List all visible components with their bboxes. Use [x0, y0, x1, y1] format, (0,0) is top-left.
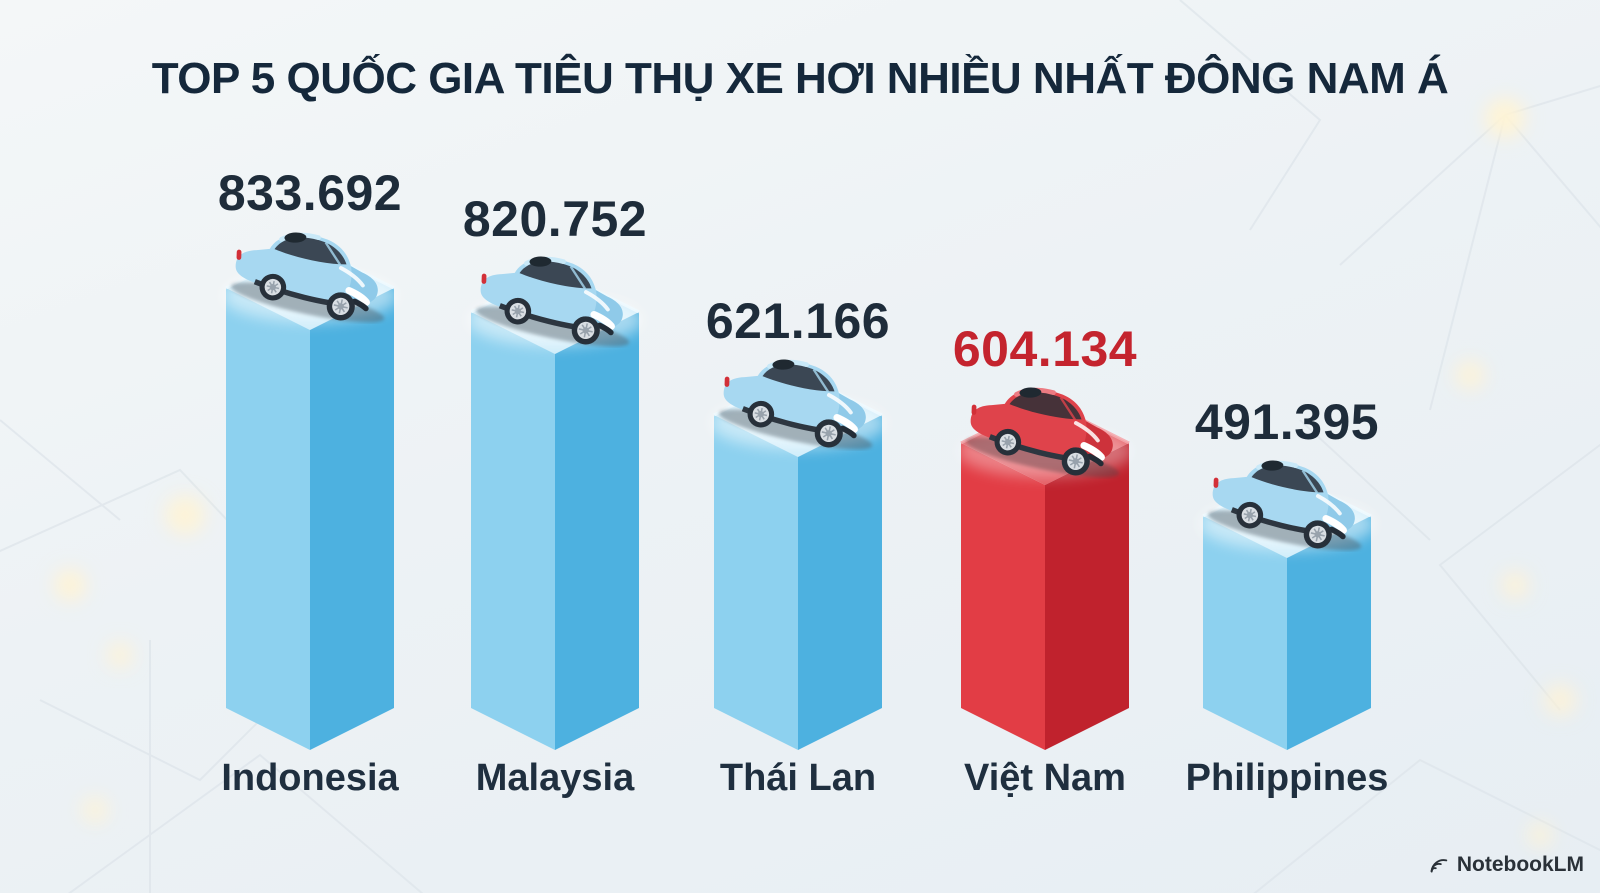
bar-group-indonesia: 833.692 Indonesia: [150, 0, 470, 893]
car-icon: [955, 367, 1135, 479]
bar-group-malaysia: 820.752 Malaysia: [395, 0, 715, 893]
bar-value: 621.166: [705, 293, 891, 349]
bar-group-philippines: 491.395 Philippines: [1127, 0, 1447, 893]
bar-value: 820.752: [462, 191, 648, 247]
car-icon: [1197, 440, 1377, 552]
bar-value: 491.395: [1194, 394, 1380, 450]
notebooklm-logo-icon: [1430, 859, 1448, 873]
bar-group-thailand: 621.166 Thái Lan: [638, 0, 958, 893]
bar-label: Philippines: [1185, 757, 1389, 799]
car-icon: [708, 339, 888, 451]
car-icon: [465, 236, 645, 348]
bar-label: Indonesia: [221, 757, 399, 799]
bar-label: Malaysia: [475, 757, 635, 799]
chart-title: TOP 5 QUỐC GIA TIÊU THỤ XE HƠI NHIỀU NHẤ…: [151, 54, 1449, 103]
bar-label: Việt Nam: [964, 757, 1126, 799]
bar-indonesia: [222, 244, 398, 750]
watermark: NotebookLM: [1428, 853, 1584, 877]
bar-group-vietnam: 604.134 Việt Nam: [885, 0, 1205, 893]
bar-value: 833.692: [217, 165, 403, 221]
car-icon: [220, 212, 400, 324]
bar-label: Thái Lan: [719, 757, 877, 799]
bar-value-highlight: 604.134: [952, 321, 1138, 377]
watermark-label: NotebookLM: [1456, 853, 1584, 876]
